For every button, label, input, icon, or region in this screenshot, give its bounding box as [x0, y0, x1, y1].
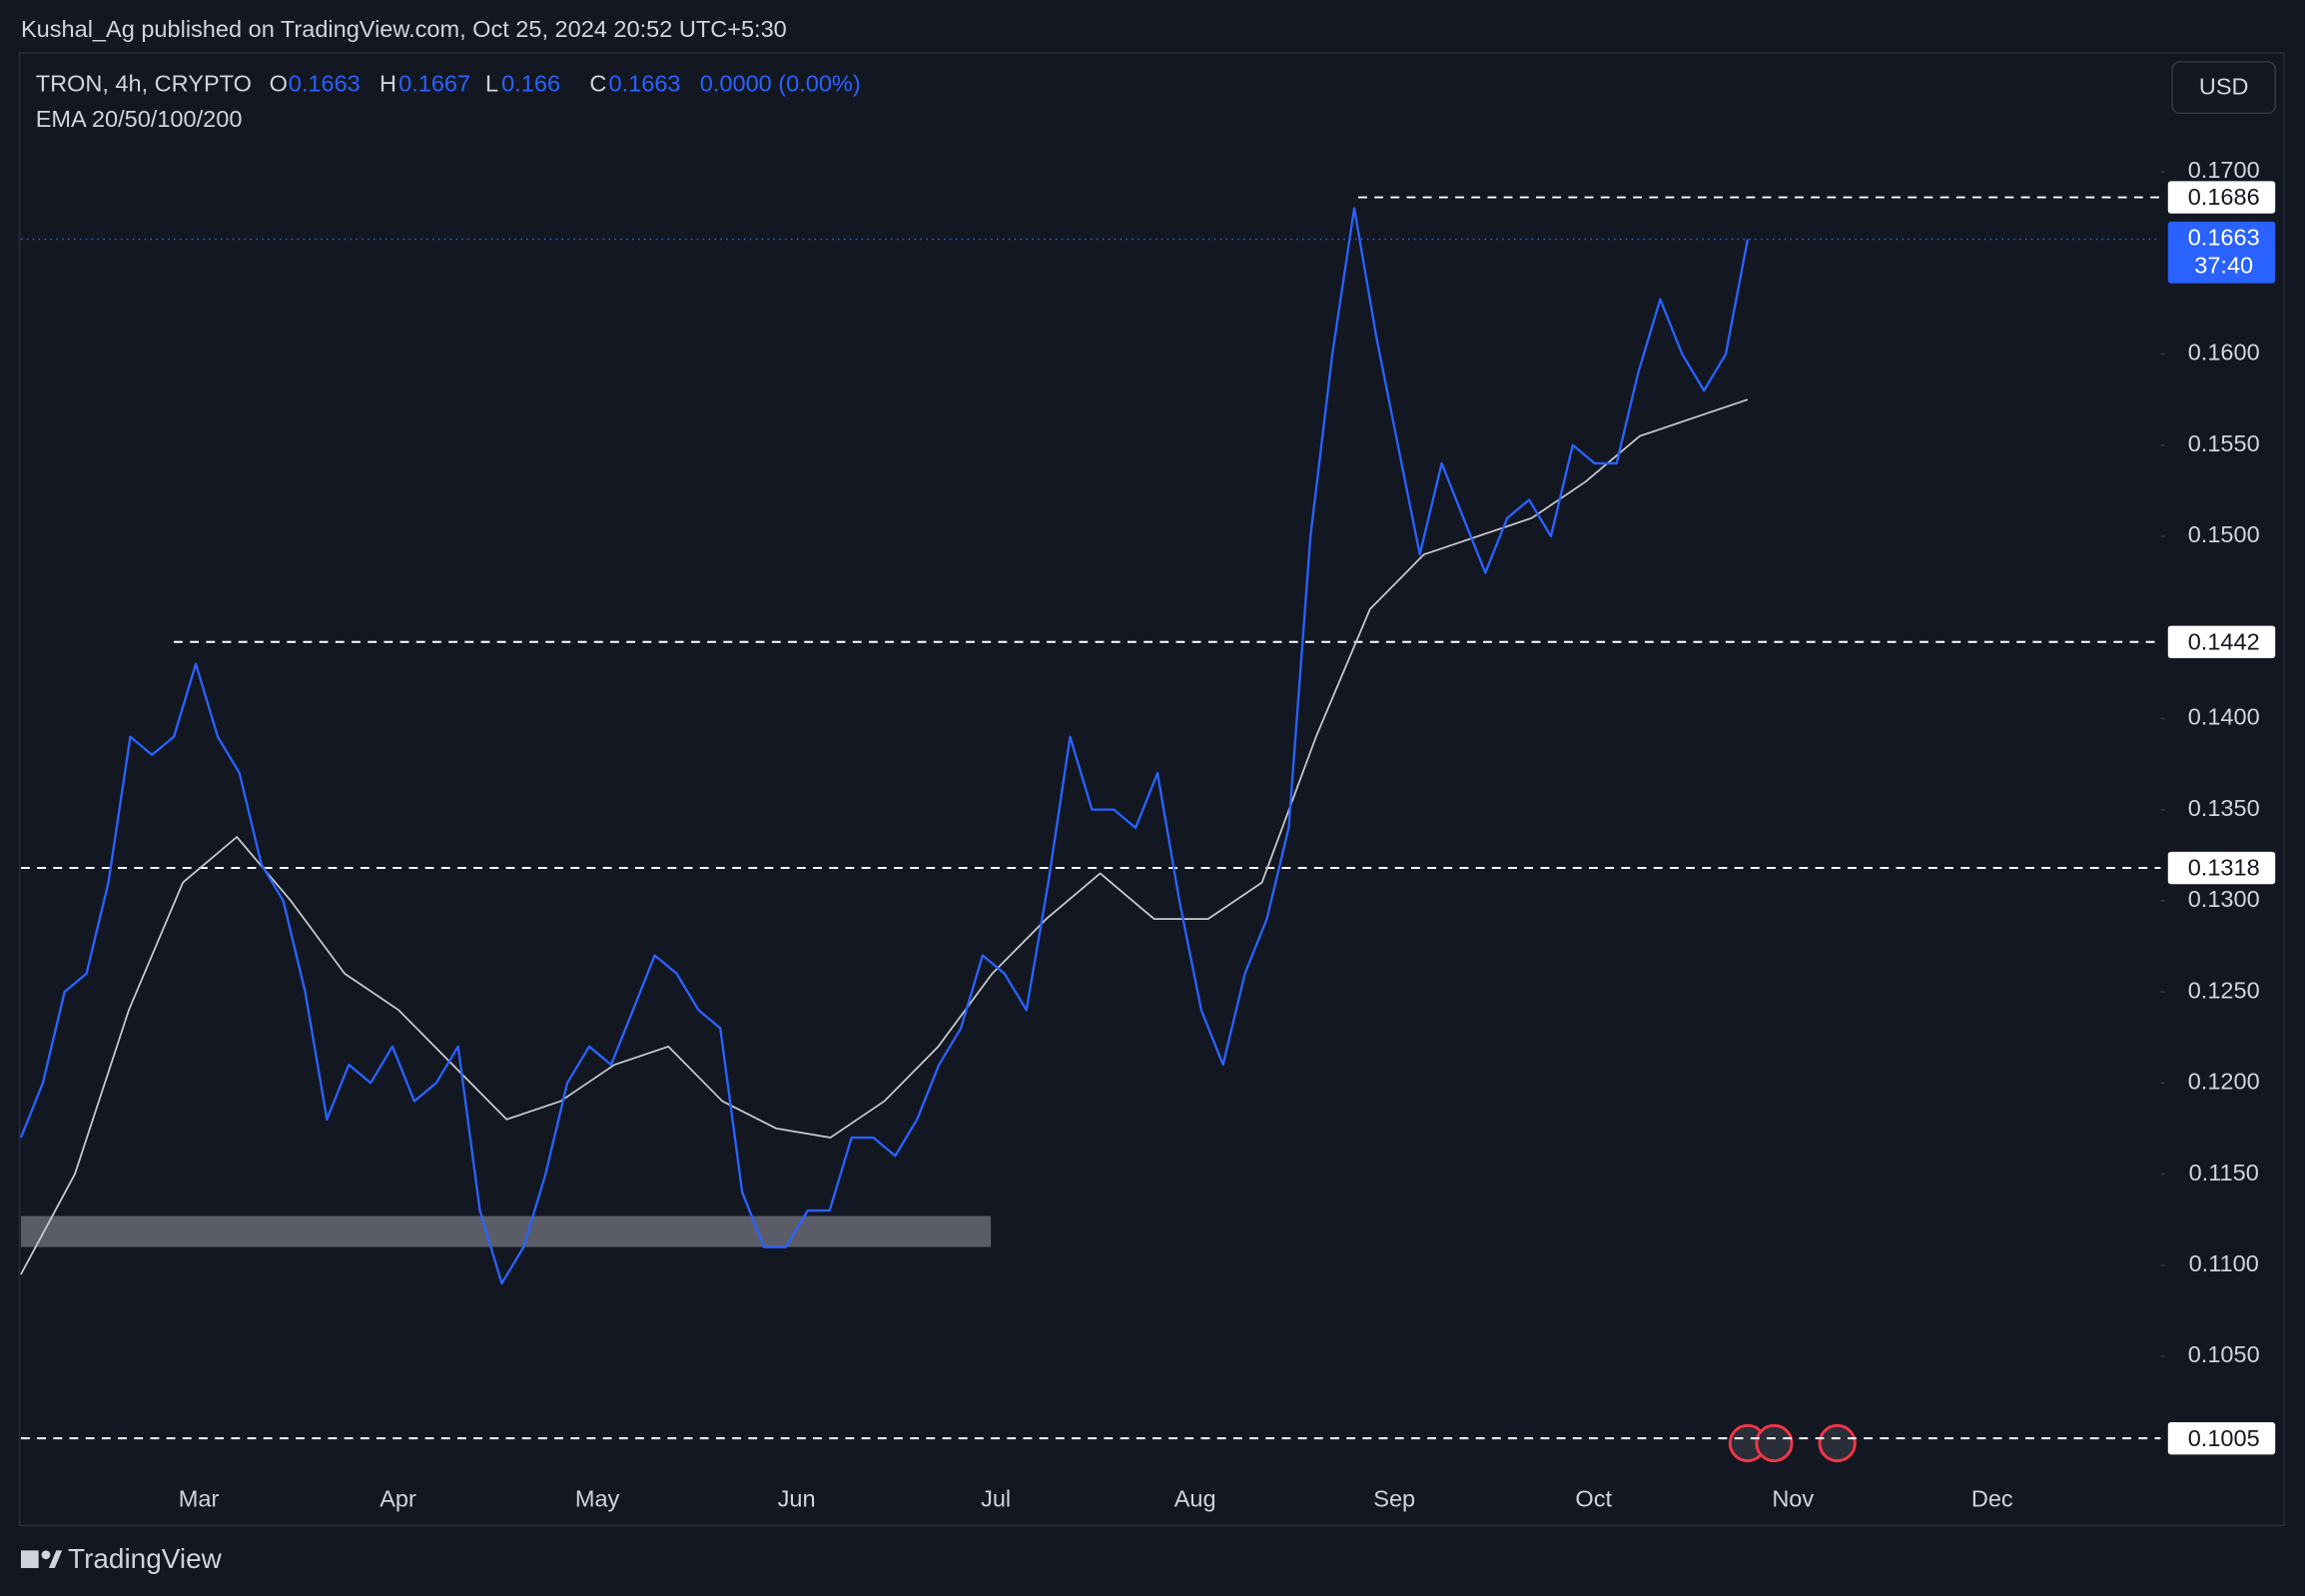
countdown: 37:40 [2194, 253, 2253, 279]
level-label: 0.1686 [2188, 184, 2260, 210]
last-price-tag [2167, 221, 2276, 284]
y-tick-label: 0.1700 [2188, 157, 2260, 183]
indicator: EMA 20/50/100/200 [36, 106, 243, 132]
y-tick-label: 0.1500 [2188, 521, 2260, 547]
x-tick-label: Mar [179, 1486, 220, 1512]
level-tag [2167, 625, 2276, 658]
price-line [19, 207, 1750, 1285]
x-tick-label: Dec [1971, 1486, 2013, 1512]
ema-line [20, 399, 1749, 1275]
level-tag [2167, 181, 2276, 214]
zone [20, 1215, 992, 1247]
l-value: 0.166 [501, 71, 560, 97]
c-value: 0.1663 [609, 71, 681, 97]
y-tick-label: 0.1550 [2188, 430, 2260, 456]
y-tick-label: 0.1400 [2188, 704, 2260, 730]
y-tick-label: 0.1050 [2188, 1341, 2260, 1367]
last-price-label: 0.1663 [2188, 225, 2260, 251]
l-label: L [485, 71, 498, 97]
h-value: 0.1667 [398, 71, 470, 97]
y-tick-label: 0.1200 [2188, 1069, 2260, 1095]
level-tag [2167, 1421, 2276, 1455]
level-tag [2167, 851, 2276, 885]
events [1728, 1423, 1857, 1463]
currency-button[interactable] [2171, 61, 2276, 115]
x-tick-label: Apr [380, 1486, 416, 1512]
currency[interactable]: USD [2199, 74, 2249, 100]
x-tick-label: Oct [1575, 1486, 1612, 1512]
level-label: 0.1318 [2188, 855, 2260, 881]
y-tick-label: 0.1150 [2189, 1160, 2259, 1186]
y-tick-label: 0.1350 [2188, 795, 2260, 821]
o-value: 0.1663 [289, 71, 361, 97]
h-label: H [380, 71, 396, 97]
x-tick-label: Aug [1174, 1486, 1216, 1512]
o-label: O [270, 71, 288, 97]
y-tick-label: 0.1300 [2188, 886, 2260, 912]
x-tick-label: Nov [1772, 1486, 1814, 1512]
c-label: C [589, 71, 606, 97]
change: 0.0000 (0.00%) [700, 71, 861, 97]
published: Kushal_Ag published on TradingView.com, … [21, 16, 787, 42]
brand: TradingView [68, 1543, 223, 1574]
y-tick-label: 0.1250 [2188, 977, 2260, 1003]
x-tick-label: May [575, 1486, 620, 1512]
symbol: TRON, 4h, CRYPTO [36, 71, 252, 97]
level-label: 0.1005 [2188, 1425, 2260, 1451]
logo [20, 1550, 63, 1569]
y-tick-label: 0.1600 [2188, 340, 2260, 366]
level-label: 0.1442 [2188, 628, 2260, 654]
y-tick-label: 0.1100 [2189, 1250, 2259, 1276]
x-tick-label: Sep [1373, 1486, 1415, 1512]
x-tick-label: Jul [981, 1486, 1011, 1512]
x-tick-label: Jun [778, 1486, 816, 1512]
